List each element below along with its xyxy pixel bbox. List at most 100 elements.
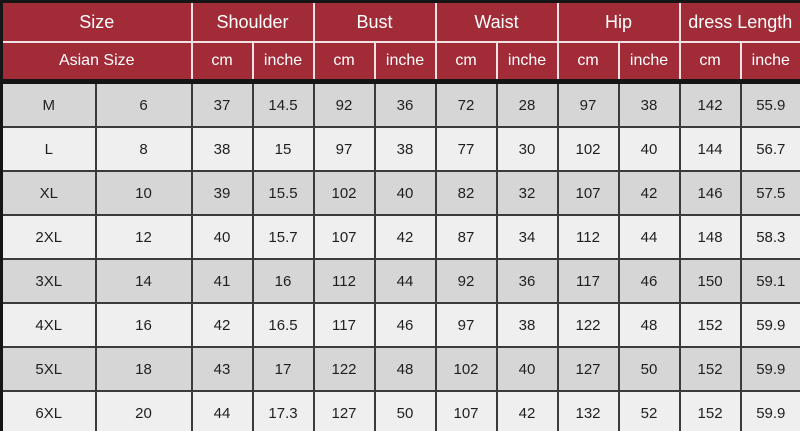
measurement-cell: 44 <box>373 258 437 304</box>
measurement-cell: 32 <box>495 170 559 216</box>
size-cell: 3XL <box>0 258 97 304</box>
measurement-cell: 16 <box>251 258 315 304</box>
measurement-cell: 97 <box>434 302 498 348</box>
measurement-cell: 28 <box>495 80 559 128</box>
subheader-shoulder-cm: cm <box>190 41 254 84</box>
measurement-cell: 15.5 <box>251 170 315 216</box>
asian-size-cell: 16 <box>94 302 193 348</box>
measurement-cell: 112 <box>556 214 620 260</box>
measurement-cell: 92 <box>434 258 498 304</box>
measurement-cell: 48 <box>617 302 681 348</box>
measurement-cell: 50 <box>617 346 681 392</box>
measurement-cell: 44 <box>617 214 681 260</box>
size-cell: 4XL <box>0 302 97 348</box>
subheader-waist-inche: inche <box>495 41 559 84</box>
measurement-cell: 59.1 <box>739 258 800 304</box>
measurement-cell: 46 <box>373 302 437 348</box>
measurement-cell: 57.5 <box>739 170 800 216</box>
measurement-cell: 150 <box>678 258 742 304</box>
header-waist: Waist <box>434 0 559 43</box>
measurement-cell: 97 <box>556 80 620 128</box>
header-group-row: Size Shoulder Bust Waist Hip dress Lengt… <box>0 0 800 43</box>
measurement-cell: 42 <box>617 170 681 216</box>
asian-size-cell: 20 <box>94 390 193 431</box>
measurement-cell: 17.3 <box>251 390 315 431</box>
measurement-cell: 102 <box>556 126 620 172</box>
measurement-cell: 42 <box>373 214 437 260</box>
measurement-cell: 127 <box>556 346 620 392</box>
asian-size-cell: 14 <box>94 258 193 304</box>
measurement-cell: 107 <box>434 390 498 431</box>
header-shoulder: Shoulder <box>190 0 315 43</box>
measurement-cell: 102 <box>312 170 376 216</box>
subheader-hip-cm: cm <box>556 41 620 84</box>
size-cell: 5XL <box>0 346 97 392</box>
measurement-cell: 40 <box>190 214 254 260</box>
measurement-cell: 38 <box>617 80 681 128</box>
table-row-2xl: 2XL 12 40 15.7 107 42 87 34 112 44 148 5… <box>0 214 800 260</box>
measurement-cell: 42 <box>190 302 254 348</box>
measurement-cell: 46 <box>617 258 681 304</box>
measurement-cell: 122 <box>312 346 376 392</box>
measurement-cell: 152 <box>678 390 742 431</box>
table-row-6xl: 6XL 20 44 17.3 127 50 107 42 132 52 152 … <box>0 390 800 431</box>
measurement-cell: 117 <box>556 258 620 304</box>
measurement-cell: 34 <box>495 214 559 260</box>
measurement-cell: 36 <box>373 80 437 128</box>
measurement-cell: 59.9 <box>739 302 800 348</box>
subheader-asian-size: Asian Size <box>0 41 193 84</box>
measurement-cell: 132 <box>556 390 620 431</box>
measurement-cell: 42 <box>495 390 559 431</box>
measurement-cell: 77 <box>434 126 498 172</box>
subheader-bust-inche: inche <box>373 41 437 84</box>
measurement-cell: 152 <box>678 346 742 392</box>
measurement-cell: 37 <box>190 80 254 128</box>
measurement-cell: 43 <box>190 346 254 392</box>
measurement-cell: 107 <box>556 170 620 216</box>
size-cell: 2XL <box>0 214 97 260</box>
subheader-waist-cm: cm <box>434 41 498 84</box>
measurement-cell: 40 <box>373 170 437 216</box>
measurement-cell: 44 <box>190 390 254 431</box>
header-size: Size <box>0 0 193 43</box>
size-cell: L <box>0 126 97 172</box>
measurement-cell: 15 <box>251 126 315 172</box>
table-row-4xl: 4XL 16 42 16.5 117 46 97 38 122 48 152 5… <box>0 302 800 348</box>
subheader-length-inche: inche <box>739 41 800 84</box>
measurement-cell: 87 <box>434 214 498 260</box>
table-row-5xl: 5XL 18 43 17 122 48 102 40 127 50 152 59… <box>0 346 800 392</box>
measurement-cell: 38 <box>495 302 559 348</box>
asian-size-cell: 6 <box>94 80 193 128</box>
asian-size-cell: 8 <box>94 126 193 172</box>
measurement-cell: 59.9 <box>739 390 800 431</box>
table-row-3xl: 3XL 14 41 16 112 44 92 36 117 46 150 59.… <box>0 258 800 304</box>
measurement-cell: 59.9 <box>739 346 800 392</box>
measurement-cell: 97 <box>312 126 376 172</box>
measurement-cell: 14.5 <box>251 80 315 128</box>
subheader-bust-cm: cm <box>312 41 376 84</box>
measurement-cell: 55.9 <box>739 80 800 128</box>
measurement-cell: 52 <box>617 390 681 431</box>
header-bust: Bust <box>312 0 437 43</box>
header-hip: Hip <box>556 0 681 43</box>
measurement-cell: 146 <box>678 170 742 216</box>
measurement-cell: 107 <box>312 214 376 260</box>
measurement-cell: 72 <box>434 80 498 128</box>
measurement-cell: 15.7 <box>251 214 315 260</box>
size-cell: XL <box>0 170 97 216</box>
asian-size-cell: 18 <box>94 346 193 392</box>
measurement-cell: 58.3 <box>739 214 800 260</box>
size-cell: 6XL <box>0 390 97 431</box>
measurement-cell: 50 <box>373 390 437 431</box>
measurement-cell: 148 <box>678 214 742 260</box>
measurement-cell: 40 <box>495 346 559 392</box>
header-dress-length: dress Length <box>678 0 800 43</box>
measurement-cell: 16.5 <box>251 302 315 348</box>
measurement-cell: 38 <box>373 126 437 172</box>
measurement-cell: 122 <box>556 302 620 348</box>
measurement-cell: 127 <box>312 390 376 431</box>
measurement-cell: 36 <box>495 258 559 304</box>
measurement-cell: 38 <box>190 126 254 172</box>
